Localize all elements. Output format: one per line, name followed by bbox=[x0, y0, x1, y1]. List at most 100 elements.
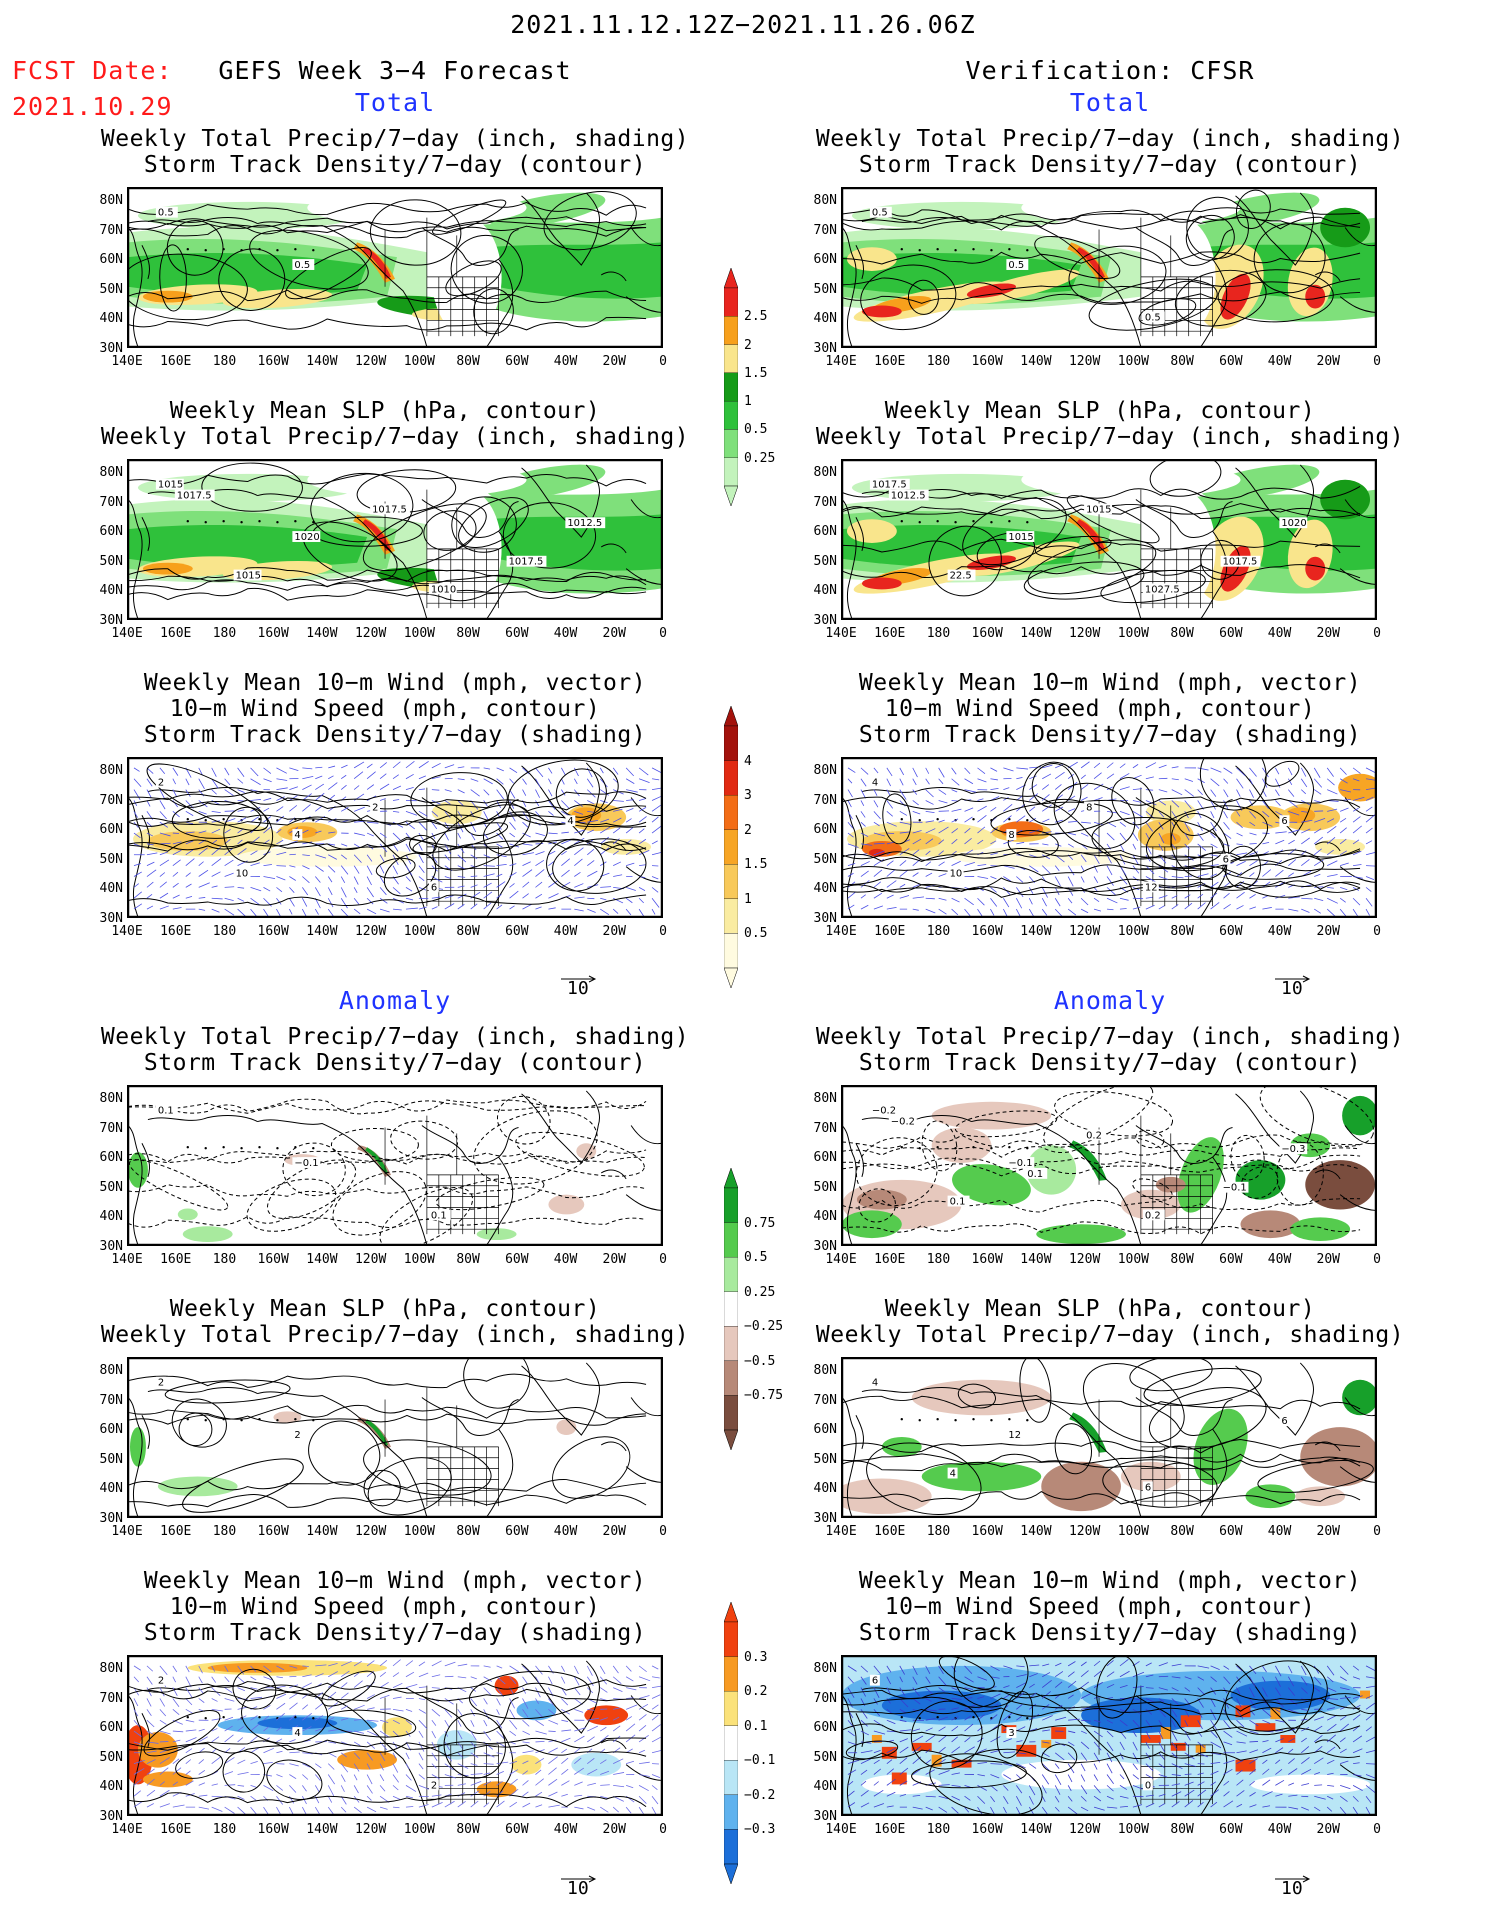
svg-text:1015: 1015 bbox=[1008, 532, 1033, 543]
longitude-tick-label: 120W bbox=[1068, 1822, 1101, 1837]
longitude-tick-label: 120W bbox=[354, 1524, 387, 1539]
colorbar-tick-label: 1 bbox=[744, 891, 752, 907]
latitude-tick-label: 70N bbox=[813, 1690, 837, 1706]
map-panel-verif-total-wind: 4 8 12 6 10 8 6 bbox=[841, 757, 1377, 918]
p3-title-2: Weekly Total Precip/7−day (inch, shading… bbox=[100, 424, 690, 450]
svg-text:8: 8 bbox=[1008, 830, 1014, 841]
latitude-tick-label: 70N bbox=[813, 222, 837, 238]
vector-scale-label: 10 bbox=[1281, 1878, 1303, 1899]
longitude-tick-label: 160E bbox=[160, 354, 192, 369]
svg-text:0.1: 0.1 bbox=[431, 1210, 447, 1221]
longitude-tick-label: 140E bbox=[111, 924, 143, 939]
longitude-tick-label: 140W bbox=[306, 354, 338, 369]
longitude-tick-label: 120W bbox=[1068, 924, 1101, 939]
longitude-tick-label: 60W bbox=[1219, 626, 1243, 641]
longitude-tick-label: 160E bbox=[874, 626, 906, 641]
svg-text:−0.3: −0.3 bbox=[1281, 1144, 1305, 1155]
longitude-tick-label: 140W bbox=[306, 1822, 338, 1837]
latitude-tick-label: 30N bbox=[99, 340, 123, 356]
longitude-tick-label: 120W bbox=[354, 1252, 387, 1267]
longitude-tick-label: 140E bbox=[111, 1822, 143, 1837]
p11-title-3: Storm Track Density/7−day (shading) bbox=[143, 1620, 647, 1646]
colorbar-precip-anomaly bbox=[723, 1167, 739, 1451]
p10-title-1: Weekly Mean SLP (hPa, contour) bbox=[884, 1296, 1316, 1322]
p4-title-1: Weekly Mean SLP (hPa, contour) bbox=[884, 398, 1316, 424]
latitude-tick-label: 30N bbox=[99, 612, 123, 628]
latitude-tick-label: 30N bbox=[813, 1510, 837, 1526]
svg-text:0: 0 bbox=[1145, 1780, 1151, 1791]
svg-text:10: 10 bbox=[950, 869, 963, 880]
latitude-tick-label: 40N bbox=[99, 1779, 123, 1794]
latitude-tick-label: 30N bbox=[99, 910, 123, 926]
section-anomaly-right: Anomaly bbox=[1053, 986, 1167, 1015]
p2-title-1: Weekly Total Precip/7−day (inch, shading… bbox=[815, 126, 1405, 152]
latitude-tick-label: 80N bbox=[99, 1363, 123, 1378]
p11-title-1: Weekly Mean 10−m Wind (mph, vector) bbox=[143, 1568, 647, 1594]
latitude-tick-label: 50N bbox=[99, 851, 123, 867]
longitude-tick-label: 180 bbox=[926, 626, 951, 641]
latitude-tick-label: 80N bbox=[813, 1363, 837, 1378]
colorbar-tick-label: 0.25 bbox=[744, 1284, 776, 1300]
longitude-tick-label: 100W bbox=[1117, 626, 1150, 641]
longitude-tick-label: 100W bbox=[1117, 1822, 1150, 1837]
longitude-tick-label: 160W bbox=[257, 626, 289, 641]
colorbar-tick-label: 2 bbox=[744, 822, 752, 838]
longitude-tick-label: 160W bbox=[257, 924, 289, 939]
svg-text:0.5: 0.5 bbox=[294, 260, 310, 271]
svg-text:0.5: 0.5 bbox=[1145, 312, 1161, 323]
fcst-date-value: 2021.10.29 bbox=[12, 92, 173, 121]
longitude-tick-label: 80W bbox=[1170, 924, 1194, 939]
latitude-tick-label: 50N bbox=[813, 553, 837, 569]
fcst-date-label: FCST Date: bbox=[12, 56, 173, 85]
longitude-tick-label: 120W bbox=[1068, 1252, 1101, 1267]
longitude-tick-label: 180 bbox=[926, 1822, 951, 1837]
longitude-tick-label: 100W bbox=[1117, 354, 1150, 369]
longitude-tick-label: 180 bbox=[212, 924, 237, 939]
latitude-tick-label: 40N bbox=[813, 583, 837, 598]
latitude-tick-label: 80N bbox=[813, 193, 837, 208]
longitude-tick-label: 140E bbox=[111, 354, 143, 369]
longitude-tick-label: 80W bbox=[456, 1822, 480, 1837]
svg-text:−0.2: −0.2 bbox=[872, 1106, 896, 1117]
svg-text:1017.5: 1017.5 bbox=[1223, 557, 1258, 568]
longitude-tick-label: 160W bbox=[971, 1524, 1003, 1539]
latitude-tick-label: 40N bbox=[813, 881, 837, 896]
longitude-tick-label: 0 bbox=[659, 1524, 667, 1539]
longitude-tick-label: 140W bbox=[1020, 354, 1052, 369]
longitude-tick-label: 40W bbox=[1267, 1524, 1292, 1539]
longitude-tick-label: 0 bbox=[1373, 1822, 1381, 1837]
longitude-tick-label: 40W bbox=[553, 1822, 578, 1837]
svg-text:1015: 1015 bbox=[158, 480, 183, 491]
svg-text:1020: 1020 bbox=[294, 532, 319, 543]
longitude-tick-label: 140E bbox=[825, 626, 857, 641]
longitude-tick-label: 20W bbox=[602, 354, 627, 369]
latitude-tick-label: 70N bbox=[99, 1690, 123, 1706]
longitude-tick-label: 140E bbox=[825, 354, 857, 369]
longitude-tick-label: 20W bbox=[602, 924, 627, 939]
latitude-tick-label: 30N bbox=[99, 1808, 123, 1824]
latitude-tick-label: 50N bbox=[99, 1179, 123, 1195]
colorbar-tick-label: 0.5 bbox=[744, 1250, 768, 1266]
longitude-tick-label: 60W bbox=[1219, 924, 1243, 939]
svg-text:3: 3 bbox=[1008, 1728, 1014, 1739]
longitude-tick-label: 40W bbox=[553, 1252, 578, 1267]
longitude-tick-label: 160E bbox=[874, 1524, 906, 1539]
longitude-tick-label: 180 bbox=[926, 1524, 951, 1539]
longitude-tick-label: 160W bbox=[257, 1822, 289, 1837]
latitude-tick-label: 40N bbox=[99, 881, 123, 896]
longitude-tick-label: 180 bbox=[212, 1252, 237, 1267]
forecast-period: 2021.11.12.12Z−2021.11.26.06Z bbox=[510, 10, 976, 39]
p4-title-2: Weekly Total Precip/7−day (inch, shading… bbox=[815, 424, 1405, 450]
longitude-tick-label: 40W bbox=[1267, 924, 1292, 939]
latitude-tick-label: 80N bbox=[813, 1091, 837, 1106]
map-panel-forecast-total-wind: 2 4 6 4 10 2 bbox=[127, 757, 663, 918]
longitude-tick-label: 20W bbox=[602, 1524, 627, 1539]
latitude-tick-label: 80N bbox=[99, 193, 123, 208]
colorbar-precip-total bbox=[723, 267, 739, 507]
svg-text:6: 6 bbox=[872, 1676, 878, 1687]
p5-title-1: Weekly Mean 10−m Wind (mph, vector) bbox=[143, 670, 647, 696]
longitude-tick-label: 100W bbox=[403, 354, 436, 369]
longitude-tick-label: 0 bbox=[1373, 924, 1381, 939]
longitude-tick-label: 140E bbox=[111, 1524, 143, 1539]
latitude-tick-label: 50N bbox=[813, 281, 837, 297]
